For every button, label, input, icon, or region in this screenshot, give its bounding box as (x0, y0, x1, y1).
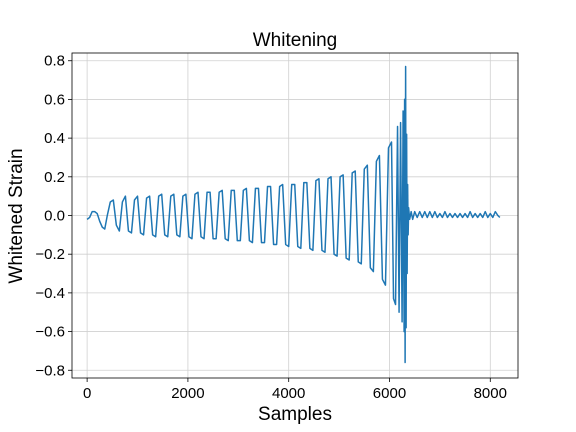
y-tick-label: 0.8 (44, 53, 65, 70)
y-axis-label: Whitened Strain (6, 148, 27, 283)
y-tick-label: 0.4 (44, 130, 65, 147)
y-tick-label: −0.6 (35, 324, 65, 341)
y-tick-label: −0.4 (35, 285, 65, 302)
x-tick-label: 6000 (373, 385, 406, 402)
y-tick-label: −0.8 (35, 362, 65, 379)
y-tick-label: 0.6 (44, 91, 65, 108)
grid-lines (72, 53, 518, 378)
chart-title: Whitening (253, 30, 338, 51)
x-tick-label: 2000 (171, 385, 204, 402)
y-tick-label: 0.0 (44, 208, 65, 225)
y-tick-label: −0.2 (35, 246, 65, 263)
x-tick-label: 8000 (474, 385, 507, 402)
series-line-0 (86, 65, 501, 364)
x-tick-label: 0 (83, 385, 91, 402)
series-layer (86, 65, 501, 364)
x-axis-label: Samples (258, 404, 332, 425)
x-tick-label: 4000 (272, 385, 305, 402)
x-axis-ticks: 0 2000 4000 6000 8000 (83, 378, 507, 402)
y-tick-label: 0.2 (44, 169, 65, 186)
y-axis-ticks: −0.8 −0.6 −0.4 −0.2 0.0 0.2 0.4 0.6 0.8 (35, 53, 72, 379)
